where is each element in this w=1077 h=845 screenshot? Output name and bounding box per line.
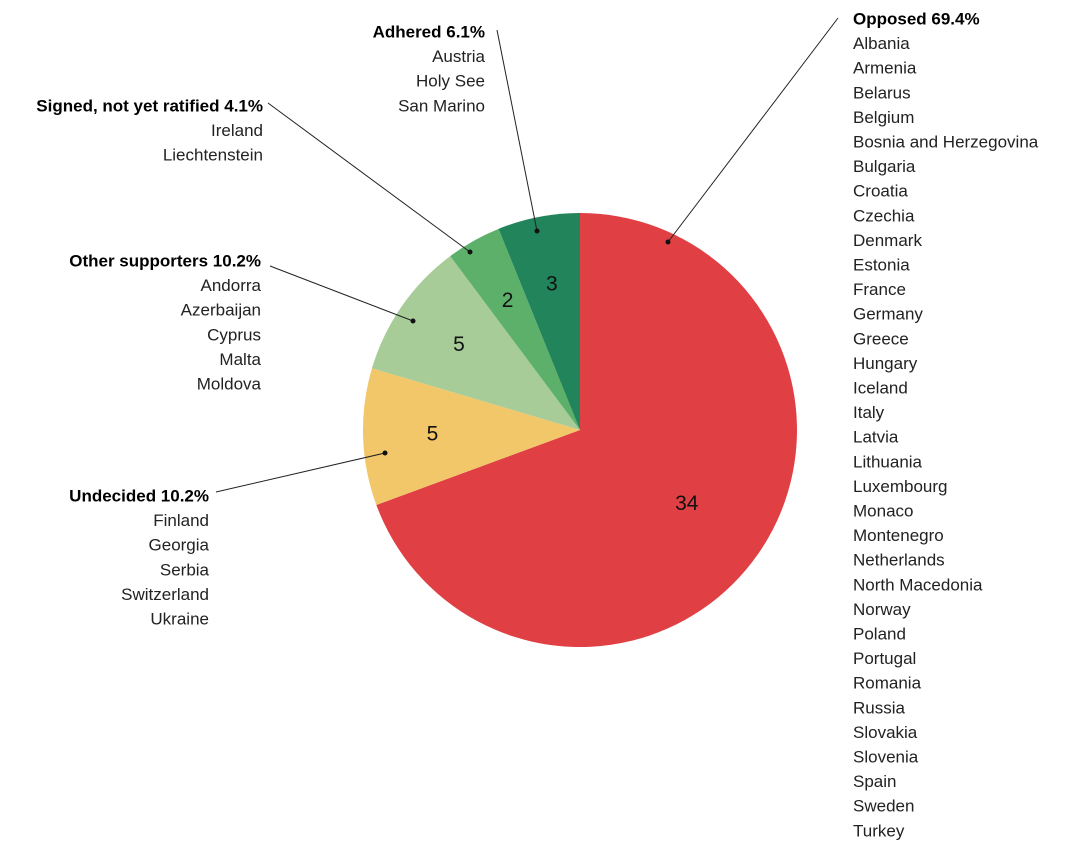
- member-label: Bosnia and Herzegovina: [853, 132, 1039, 151]
- member-label: Hungary: [853, 354, 918, 373]
- member-label: Sweden: [853, 797, 914, 816]
- member-label: Liechtenstein: [163, 146, 263, 165]
- member-label: Croatia: [853, 182, 908, 201]
- member-label: Finland: [153, 511, 209, 530]
- member-label: Spain: [853, 772, 896, 791]
- pie-slice: [498, 213, 580, 430]
- slice-label: 3: [546, 273, 558, 296]
- slice-label: 5: [427, 422, 439, 445]
- member-label: Albania: [853, 34, 910, 53]
- slice-label: 2: [502, 289, 514, 312]
- member-label: Latvia: [853, 428, 899, 447]
- category-label: Adhered 6.1%: [373, 22, 485, 41]
- member-label: Belarus: [853, 83, 911, 102]
- member-label: Azerbaijan: [181, 301, 261, 320]
- leader-dot: [467, 249, 473, 255]
- member-label: France: [853, 280, 906, 299]
- leader-line: [215, 452, 386, 493]
- pie-slice: [363, 368, 580, 505]
- member-label: Slovenia: [853, 747, 919, 766]
- member-label: Holy See: [416, 72, 485, 91]
- member-label: Czechia: [853, 206, 915, 225]
- pie-slice: [450, 228, 580, 430]
- leader-dot: [534, 228, 540, 234]
- member-label: San Marino: [398, 96, 485, 115]
- member-label: Ukraine: [150, 609, 209, 628]
- leader-line: [269, 265, 414, 322]
- member-label: Bulgaria: [853, 157, 916, 176]
- member-label: Malta: [219, 350, 261, 369]
- member-label: Germany: [853, 305, 923, 324]
- member-label: Serbia: [160, 560, 210, 579]
- leader-line: [496, 29, 538, 232]
- member-label: Belgium: [853, 108, 914, 127]
- member-label: Norway: [853, 600, 911, 619]
- member-label: North Macedonia: [853, 575, 983, 594]
- category-label: Undecided 10.2%: [69, 486, 209, 505]
- category-label: Other supporters 10.2%: [69, 251, 261, 270]
- category-label: Signed, not yet ratified 4.1%: [36, 96, 263, 115]
- leader-line: [267, 102, 471, 253]
- member-label: Poland: [853, 624, 906, 643]
- member-label: Turkey: [853, 821, 905, 840]
- member-label: Romania: [853, 674, 922, 693]
- member-label: Austria: [432, 47, 485, 66]
- member-label: Moldova: [197, 374, 262, 393]
- member-label: Greece: [853, 329, 909, 348]
- category-label: Opposed 69.4%: [853, 9, 980, 28]
- pie-slice: [376, 213, 797, 647]
- leader-dot: [665, 239, 671, 245]
- leader-line: [667, 17, 839, 243]
- member-label: Armenia: [853, 59, 917, 78]
- member-label: Estonia: [853, 255, 910, 274]
- member-label: Monaco: [853, 501, 913, 520]
- slice-label: 5: [453, 333, 465, 356]
- member-label: Andorra: [201, 276, 262, 295]
- member-label: Iceland: [853, 378, 908, 397]
- member-label: Switzerland: [121, 585, 209, 604]
- member-label: Russia: [853, 698, 906, 717]
- member-label: Luxembourg: [853, 477, 948, 496]
- slice-label: 34: [675, 492, 699, 515]
- member-label: Italy: [853, 403, 885, 422]
- member-label: Ireland: [211, 121, 263, 140]
- member-label: Lithuania: [853, 452, 923, 471]
- member-label: Slovakia: [853, 723, 918, 742]
- member-label: Denmark: [853, 231, 922, 250]
- leader-dot: [410, 318, 416, 324]
- member-label: Netherlands: [853, 551, 945, 570]
- leader-dot: [382, 450, 388, 456]
- member-label: Montenegro: [853, 526, 944, 545]
- member-label: Portugal: [853, 649, 916, 668]
- member-label: Georgia: [149, 536, 210, 555]
- member-label: Cyprus: [207, 325, 261, 344]
- pie-slice: [371, 256, 580, 430]
